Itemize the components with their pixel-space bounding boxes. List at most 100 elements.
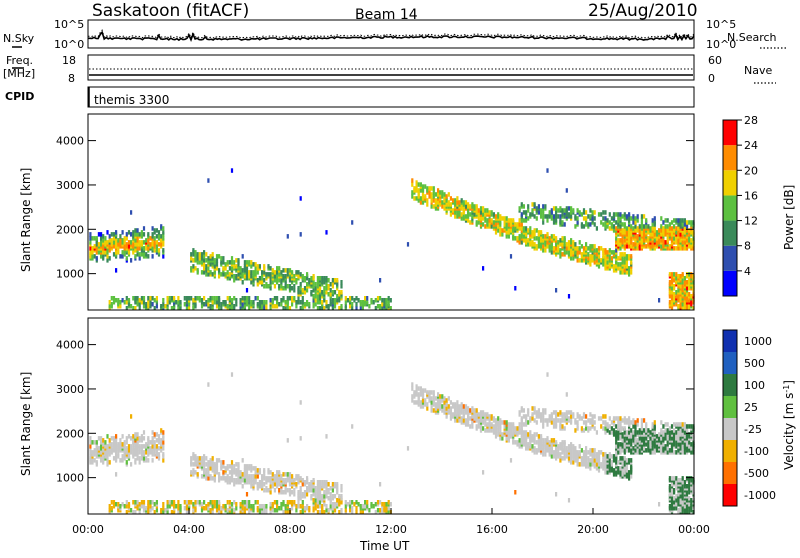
velocity-cell [675, 422, 678, 427]
velocity-cell [299, 504, 302, 509]
velocity-cell [211, 500, 214, 505]
power-cell [565, 246, 568, 251]
power-cell [668, 232, 671, 237]
velocity-cell [518, 430, 521, 435]
power-cell [449, 202, 452, 207]
power-cell [593, 248, 596, 253]
velocity-cell [574, 450, 577, 455]
power-cell [263, 300, 266, 305]
velocity-cell [464, 408, 468, 413]
power-cell [321, 280, 324, 285]
power-cell [690, 272, 693, 277]
power-cell [220, 306, 223, 311]
velocity-cell [621, 418, 624, 423]
velocity-cell [273, 500, 276, 505]
power-cell [497, 224, 500, 229]
velocity-cell [582, 420, 586, 425]
power-cell [142, 240, 146, 245]
velocity-cell [112, 440, 116, 445]
power-cell [520, 212, 523, 217]
power-cell [151, 232, 154, 237]
power-cell [100, 232, 103, 237]
velocity-cell [248, 464, 251, 469]
velocity-cell [368, 508, 371, 513]
velocity-cell [479, 410, 483, 415]
noise-left-label: N.Sky [3, 32, 35, 45]
power-cell [690, 294, 693, 299]
velocity-cell [589, 458, 592, 463]
power-cell [278, 278, 281, 283]
velocity-cell [211, 456, 214, 461]
velocity-cell [600, 450, 603, 455]
power-cell [585, 246, 588, 251]
power-cell [254, 262, 257, 267]
power-cell [572, 256, 575, 261]
velocity-cell [115, 434, 118, 439]
power-cell [312, 304, 315, 309]
velocity-cell [479, 414, 483, 419]
power-cell [593, 254, 596, 259]
velocity-cell [673, 432, 676, 437]
power-cell [366, 300, 369, 305]
power-cell [112, 252, 116, 257]
velocity-cell [241, 472, 244, 477]
velocity-cell [127, 434, 131, 439]
power-cell [248, 300, 251, 305]
velocity-cell [119, 504, 122, 509]
power-cell [621, 252, 624, 257]
velocity-cell [602, 426, 605, 431]
power-cell [619, 212, 622, 217]
power-cell [561, 212, 564, 217]
velocity-cell [256, 500, 259, 505]
power-cell [252, 274, 255, 279]
power-cell [190, 256, 193, 261]
power-cell [203, 302, 206, 307]
velocity-cell [555, 418, 558, 423]
velocity-cell [318, 504, 322, 509]
velocity-cell [525, 442, 528, 447]
velocity-cell [589, 466, 592, 471]
power-cell [563, 208, 566, 213]
velocity-cell [200, 502, 204, 507]
power-cell [421, 184, 425, 189]
velocity-cell [660, 420, 663, 425]
power-cell [203, 254, 206, 259]
power-cell [123, 300, 126, 305]
velocity-cell [93, 448, 96, 453]
velocity-cell [132, 500, 135, 505]
velocity-cell [316, 480, 319, 485]
velocity-cell [110, 442, 113, 447]
colorbar-swatch [723, 270, 737, 296]
power-cell [209, 296, 212, 301]
power-cell [385, 298, 388, 303]
power-cell [492, 220, 495, 225]
power-cell [683, 280, 686, 285]
velocity-cell [531, 406, 534, 411]
velocity-cell [205, 468, 208, 473]
power-cell [132, 306, 135, 311]
velocity-cell [488, 414, 491, 419]
velocity-cell [198, 464, 201, 469]
velocity-cell [600, 462, 603, 467]
velocity-cell [379, 482, 382, 487]
power-cell [542, 234, 545, 239]
velocity-cell [477, 412, 480, 417]
velocity-cell [460, 416, 463, 421]
power-cell [520, 232, 523, 237]
velocity-cell [632, 446, 635, 451]
velocity-cell [263, 482, 266, 487]
velocity-cell [589, 412, 592, 417]
velocity-cell [286, 476, 289, 481]
velocity-cell [286, 438, 289, 443]
power-cell [355, 302, 358, 307]
power-cell [224, 300, 227, 305]
velocity-cell [587, 418, 590, 423]
power-cell [632, 220, 635, 225]
velocity-cell [271, 508, 274, 513]
velocity-cell [585, 450, 588, 455]
power-cell [619, 216, 622, 221]
velocity-cell [527, 442, 530, 447]
power-cell [576, 246, 579, 251]
power-cell [138, 306, 141, 311]
velocity-cell [643, 428, 646, 433]
